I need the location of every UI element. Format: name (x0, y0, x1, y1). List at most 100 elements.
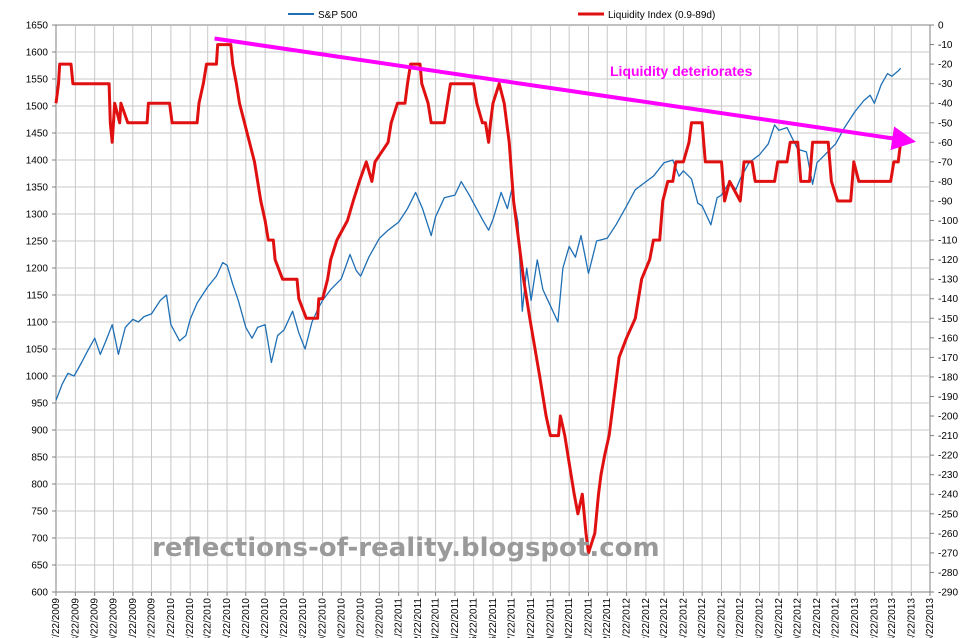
x-tick-label: 5/22/2010 (241, 598, 252, 638)
x-tick-label: 1/22/2012 (622, 598, 633, 638)
legend-label-sp500: S&P 500 (318, 10, 358, 21)
x-tick-label: 9/22/2011 (545, 598, 556, 638)
x-tick-label: 3/22/2013 (887, 598, 898, 638)
x-tick-label: 5/22/2011 (469, 598, 480, 638)
y-right-tick-label: -150 (938, 314, 958, 325)
x-tick-label: 3/22/2011 (431, 598, 442, 638)
y-right-tick-label: -120 (938, 255, 958, 266)
y-left-tick-label: 1300 (26, 210, 49, 221)
y-left-tick-label: 1500 (26, 102, 49, 113)
x-tick-label: 4/22/2013 (906, 598, 917, 638)
y-right-tick-label: -180 (938, 372, 958, 383)
x-tick-label: 4/22/2010 (222, 598, 233, 638)
y-right-tick-label: -290 (938, 588, 958, 599)
y-right-tick-label: -280 (938, 568, 958, 579)
x-axis-ticks: 7/22/2009 8/22/2009 9/22/2009 10/22/2009 11/… (51, 592, 936, 638)
y-right-tick-label: -40 (938, 99, 953, 110)
x-tick-label: 11/22/2010 (356, 598, 367, 638)
x-tick-label: 6/22/2012 (716, 598, 727, 638)
x-tick-label: 5/22/2013 (925, 598, 936, 638)
y-right-tick-label: -70 (938, 157, 953, 168)
x-tick-label: 1/22/2011 (394, 598, 405, 638)
x-tick-label: 8/22/2009 (70, 598, 81, 638)
y-right-tick-label: -20 (938, 60, 953, 71)
y-left-tick-label: 1450 (26, 129, 49, 140)
y-left-tick-label: 900 (31, 426, 48, 437)
x-tick-label: 10/22/2009 (108, 598, 119, 638)
y-left-tick-label: 1600 (26, 48, 49, 59)
y-right-tick-label: -210 (938, 431, 958, 442)
y-right-tick-label: -160 (938, 333, 958, 344)
y-left-tick-label: 700 (31, 534, 48, 545)
y-left-tick-label: 750 (31, 507, 48, 518)
y-right-tick-label: -230 (938, 470, 958, 481)
y-right-tick-label: -260 (938, 529, 958, 540)
x-tick-label: 2/22/2011 (413, 598, 424, 638)
y-left-tick-label: 1150 (26, 291, 48, 302)
x-tick-label: 8/22/2012 (755, 598, 766, 638)
x-tick-label: 9/22/2010 (318, 598, 329, 638)
x-tick-label: 10/22/2012 (793, 598, 804, 638)
x-tick-label: 8/22/2011 (526, 598, 537, 638)
y-left-tick-label: 850 (31, 453, 48, 464)
y-right-tick-label: -110 (938, 236, 958, 247)
x-tick-label: 10/22/2010 (336, 598, 347, 638)
x-tick-label: 4/22/2012 (678, 598, 689, 638)
y-left-tick-label: 1100 (26, 318, 48, 329)
y-right-tick-label: -250 (938, 509, 958, 520)
x-tick-label: 11/22/2012 (812, 598, 823, 638)
y-right-tick-label: -90 (938, 196, 953, 207)
x-tick-label: 1/22/2013 (850, 598, 861, 638)
y-right-tick-label: -30 (938, 79, 953, 90)
annotation-label: Liquidity deteriorates (610, 63, 753, 79)
y-right-tick-label: -220 (938, 451, 958, 462)
y-left-tick-label: 1650 (26, 21, 49, 32)
y-right-tick-label: -240 (938, 490, 958, 501)
series-line-liquidity-index (54, 43, 903, 555)
y-right-tick-label: -190 (938, 392, 958, 403)
y-right-tick-label: 0 (938, 21, 944, 32)
y-right-tick-label: -10 (938, 40, 953, 51)
right-axis-ticks: 0 -10 -20 -30 -40 -50 -60 -70 -80 -90 -100 -110 -120… (930, 21, 958, 599)
y-right-tick-label: -80 (938, 177, 953, 188)
x-tick-label: 3/22/2010 (203, 598, 214, 638)
x-tick-label: 8/22/2010 (298, 598, 309, 638)
watermark: reflections-of-reality.blogspot.com (152, 533, 660, 563)
series-line-sp500 (55, 67, 902, 401)
x-tick-label: 12/22/2012 (831, 598, 842, 638)
y-right-tick-label: -270 (938, 548, 958, 559)
y-left-tick-label: 600 (31, 588, 48, 599)
x-tick-label: 7/22/2011 (507, 598, 518, 638)
x-tick-label: 12/22/2011 (602, 598, 613, 638)
x-tick-label: 6/22/2010 (260, 598, 271, 638)
x-tick-label: 2/22/2013 (869, 598, 880, 638)
x-tick-label: 11/22/2011 (584, 598, 595, 638)
annotation-arrow (214, 36, 917, 151)
y-right-tick-label: -140 (938, 294, 958, 305)
annotations: Liquidity deteriorates (214, 36, 917, 151)
x-tick-label: 9/22/2012 (774, 598, 785, 638)
y-right-tick-label: -60 (938, 138, 953, 149)
series-lines (54, 43, 903, 555)
y-left-tick-label: 1000 (26, 372, 49, 383)
y-left-tick-label: 1200 (26, 264, 49, 275)
x-tick-label: 3/22/2012 (659, 598, 670, 638)
y-left-tick-label: 1350 (26, 183, 49, 194)
y-left-tick-label: 1550 (26, 75, 49, 86)
x-tick-label: 11/22/2009 (128, 598, 139, 638)
y-right-tick-label: -200 (938, 412, 958, 423)
x-tick-label: 12/22/2009 (147, 598, 158, 638)
y-left-tick-label: 800 (31, 480, 48, 491)
x-tick-label: 12/22/2010 (374, 598, 385, 638)
x-tick-label: 9/22/2009 (90, 598, 101, 638)
left-axis-ticks: 600 650 700 750 800 850 900 950 1000 1050 1100 1150… (26, 21, 56, 599)
y-left-tick-label: 950 (31, 399, 48, 410)
y-right-tick-label: -130 (938, 275, 958, 286)
x-tick-label: 4/22/2011 (450, 598, 461, 638)
y-left-tick-label: 1400 (26, 156, 49, 167)
y-right-tick-label: -50 (938, 118, 953, 129)
y-left-tick-label: 1250 (26, 237, 49, 248)
x-tick-label: 7/22/2010 (279, 598, 290, 638)
x-tick-label: 5/22/2012 (697, 598, 708, 638)
